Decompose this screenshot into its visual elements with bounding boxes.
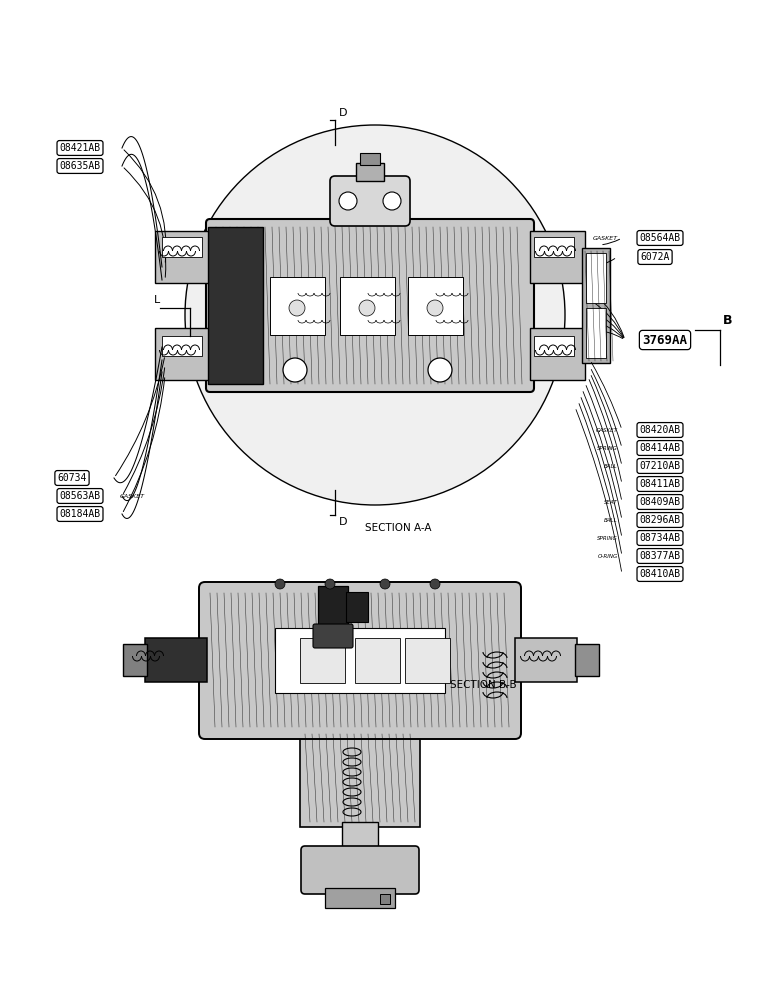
Bar [582, 248, 610, 363]
Circle shape [289, 300, 305, 316]
Circle shape [325, 579, 335, 589]
Bar [408, 277, 463, 335]
Text: 08377AB: 08377AB [639, 551, 681, 561]
Circle shape [283, 358, 307, 382]
Bar [145, 638, 207, 682]
Text: B: B [723, 314, 733, 327]
Text: 08184AB: 08184AB [59, 509, 100, 519]
Text: 07210AB: 07210AB [639, 461, 681, 471]
Text: SECTION A-A: SECTION A-A [365, 523, 432, 533]
Text: 08421AB: 08421AB [59, 143, 100, 153]
Bar [586, 308, 606, 358]
Circle shape [427, 300, 443, 316]
Bar [575, 644, 599, 676]
Bar [275, 628, 445, 693]
Text: 6072A: 6072A [640, 252, 669, 262]
Bar [346, 592, 368, 622]
Bar [270, 277, 325, 335]
Text: 08411AB: 08411AB [639, 479, 681, 489]
Circle shape [380, 579, 390, 589]
Circle shape [275, 579, 285, 589]
Bar [155, 231, 210, 283]
Text: O-RING: O-RING [598, 554, 618, 558]
Bar [162, 336, 202, 356]
Bar [162, 237, 202, 257]
FancyBboxPatch shape [206, 219, 534, 392]
Text: BALL: BALL [604, 464, 618, 468]
Bar [356, 163, 384, 181]
FancyBboxPatch shape [330, 176, 410, 226]
Bar [342, 822, 378, 852]
Text: GASKET: GASKET [593, 235, 618, 240]
Text: D: D [339, 517, 347, 527]
Bar [300, 732, 420, 827]
FancyBboxPatch shape [313, 624, 353, 648]
FancyBboxPatch shape [199, 582, 521, 739]
Bar [340, 277, 395, 335]
Text: 08414AB: 08414AB [639, 443, 681, 453]
Circle shape [430, 579, 440, 589]
Bar [515, 638, 577, 682]
Bar [534, 237, 574, 257]
Bar [405, 638, 450, 683]
Text: GASKET: GASKET [596, 428, 618, 432]
Text: 08409AB: 08409AB [639, 497, 681, 507]
Bar [318, 586, 348, 628]
Text: 08734AB: 08734AB [639, 533, 681, 543]
Text: 60734: 60734 [57, 473, 86, 483]
Circle shape [185, 125, 565, 505]
Circle shape [383, 192, 401, 210]
Bar [123, 644, 147, 676]
Text: 08296AB: 08296AB [639, 515, 681, 525]
Bar [300, 638, 345, 683]
Bar [325, 888, 395, 908]
Text: SPRING: SPRING [598, 446, 618, 450]
Bar [380, 894, 390, 904]
Circle shape [359, 300, 375, 316]
Text: L: L [154, 295, 161, 305]
Text: 3769AA: 3769AA [642, 334, 688, 347]
Text: SEAT: SEAT [604, 499, 618, 504]
Text: 08420AB: 08420AB [639, 425, 681, 435]
Bar [530, 328, 585, 380]
Text: 08635AB: 08635AB [59, 161, 100, 171]
Circle shape [428, 358, 452, 382]
Text: D: D [339, 108, 347, 118]
Bar [355, 638, 400, 683]
Bar [586, 253, 606, 303]
Bar [530, 231, 585, 283]
Text: SECTION B-B: SECTION B-B [450, 680, 516, 690]
Bar [208, 227, 263, 384]
FancyBboxPatch shape [301, 846, 419, 894]
Text: 08410AB: 08410AB [639, 569, 681, 579]
Text: BALL: BALL [604, 518, 618, 522]
Text: 08564AB: 08564AB [639, 233, 681, 243]
Text: GASKET: GASKET [120, 493, 145, 498]
Bar [155, 328, 210, 380]
Circle shape [339, 192, 357, 210]
Bar [360, 153, 380, 165]
Bar [534, 336, 574, 356]
Text: 08563AB: 08563AB [59, 491, 100, 501]
Text: SPRING: SPRING [598, 536, 618, 540]
